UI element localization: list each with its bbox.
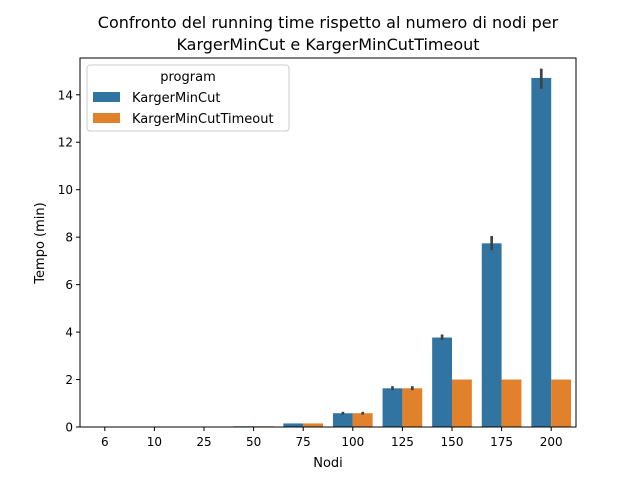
y-axis-label: Tempo (min)	[33, 202, 48, 284]
legend-label-kargermincuttimeout: KargerMinCutTimeout	[132, 112, 274, 127]
bar-kargermincut-200	[531, 77, 552, 428]
bar-kargermincut-175	[481, 243, 502, 427]
bar-kargermincuttimeout-100	[352, 413, 373, 427]
x-tick-label-175: 175	[490, 435, 513, 449]
x-tick-label-100: 100	[341, 435, 364, 449]
y-tick-label-14: 14	[58, 88, 73, 102]
x-tick-label-25: 25	[196, 435, 211, 449]
bars-layer	[233, 77, 572, 428]
legend-swatch-kargerminc	[93, 92, 120, 102]
bar-kargermincut-75	[283, 423, 304, 427]
y-tick-label-0: 0	[65, 421, 73, 435]
bar-kargermincuttimeout-75	[303, 423, 324, 427]
x-tick-label-125: 125	[391, 435, 414, 449]
legend: program KargerMinCut KargerMinCutTimeout	[86, 64, 290, 132]
x-tick-label-200: 200	[540, 435, 563, 449]
bar-kargermincut-125	[382, 388, 403, 427]
legend-title: program	[160, 70, 216, 85]
x-tick-label-75: 75	[296, 435, 311, 449]
bar-kargermincuttimeout-150	[452, 379, 472, 427]
bar-kargermincut-100	[332, 413, 353, 427]
x-tick-label-10: 10	[147, 435, 162, 449]
x-tick-label-50: 50	[246, 435, 261, 449]
chart-title-line-2: KargerMinCut e KargerMinCutTimeout	[176, 35, 479, 54]
legend-label-kargermincut: KargerMinCut	[132, 91, 220, 106]
y-tick-label-4: 4	[65, 326, 73, 340]
error-bars-layer	[341, 68, 543, 415]
bar-kargermincut-150	[432, 337, 452, 427]
chart-title-line-1: Confronto del running time rispetto al n…	[98, 13, 559, 32]
y-tick-label-2: 2	[65, 373, 73, 387]
plot-frame	[79, 57, 577, 428]
bar-kargermincuttimeout-175	[501, 379, 522, 427]
bar-kargermincuttimeout-200	[551, 379, 572, 427]
y-tick-label-6: 6	[65, 278, 73, 292]
bar-kargermincuttimeout-125	[402, 388, 423, 427]
x-tick-label-6: 6	[101, 435, 109, 449]
legend-swatch-kargermincuttimeout	[93, 113, 120, 123]
x-axis-label: Nodi	[313, 456, 343, 471]
y-tick-label-8: 8	[65, 231, 73, 245]
y-axis: 0 2 4 6 8 10 12 14	[58, 88, 80, 435]
x-tick-label-150: 150	[441, 435, 464, 449]
y-tick-label-10: 10	[58, 183, 73, 197]
legend-box	[86, 64, 290, 132]
x-axis: 6 10 25 50 75 100 125 150 175 200	[101, 427, 563, 449]
y-tick-label-12: 12	[58, 136, 73, 150]
